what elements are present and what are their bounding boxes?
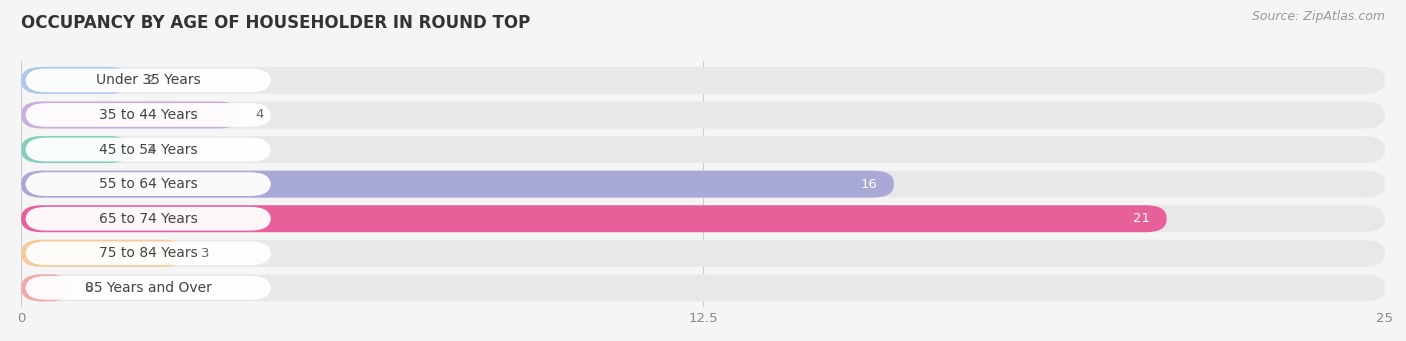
FancyBboxPatch shape [25,172,271,196]
FancyBboxPatch shape [21,275,70,301]
FancyBboxPatch shape [21,136,131,163]
FancyBboxPatch shape [25,138,271,161]
Text: 55 to 64 Years: 55 to 64 Years [98,177,198,191]
Text: 45 to 54 Years: 45 to 54 Years [98,143,197,157]
FancyBboxPatch shape [21,240,1385,267]
FancyBboxPatch shape [21,275,1385,301]
FancyBboxPatch shape [25,69,271,92]
FancyBboxPatch shape [21,67,1385,94]
FancyBboxPatch shape [25,241,271,265]
Text: Under 35 Years: Under 35 Years [96,73,201,87]
Text: 3: 3 [201,247,209,260]
FancyBboxPatch shape [21,205,1167,232]
FancyBboxPatch shape [21,170,894,198]
FancyBboxPatch shape [21,136,1385,163]
Text: 35 to 44 Years: 35 to 44 Years [98,108,197,122]
Text: 65 to 74 Years: 65 to 74 Years [98,212,198,226]
Text: 4: 4 [256,108,264,121]
Text: 21: 21 [1133,212,1150,225]
Text: 2: 2 [146,143,155,156]
Text: Source: ZipAtlas.com: Source: ZipAtlas.com [1251,10,1385,23]
Text: 75 to 84 Years: 75 to 84 Years [98,246,198,260]
Text: 16: 16 [860,178,877,191]
FancyBboxPatch shape [25,207,271,231]
Text: 2: 2 [146,74,155,87]
FancyBboxPatch shape [21,102,1385,129]
FancyBboxPatch shape [21,205,1385,232]
FancyBboxPatch shape [21,102,239,129]
Text: OCCUPANCY BY AGE OF HOUSEHOLDER IN ROUND TOP: OCCUPANCY BY AGE OF HOUSEHOLDER IN ROUND… [21,14,530,32]
FancyBboxPatch shape [21,170,1385,198]
FancyBboxPatch shape [25,276,271,300]
Text: 85 Years and Over: 85 Years and Over [84,281,212,295]
FancyBboxPatch shape [25,103,271,127]
FancyBboxPatch shape [21,67,131,94]
Text: 0: 0 [84,281,93,294]
FancyBboxPatch shape [21,240,184,267]
